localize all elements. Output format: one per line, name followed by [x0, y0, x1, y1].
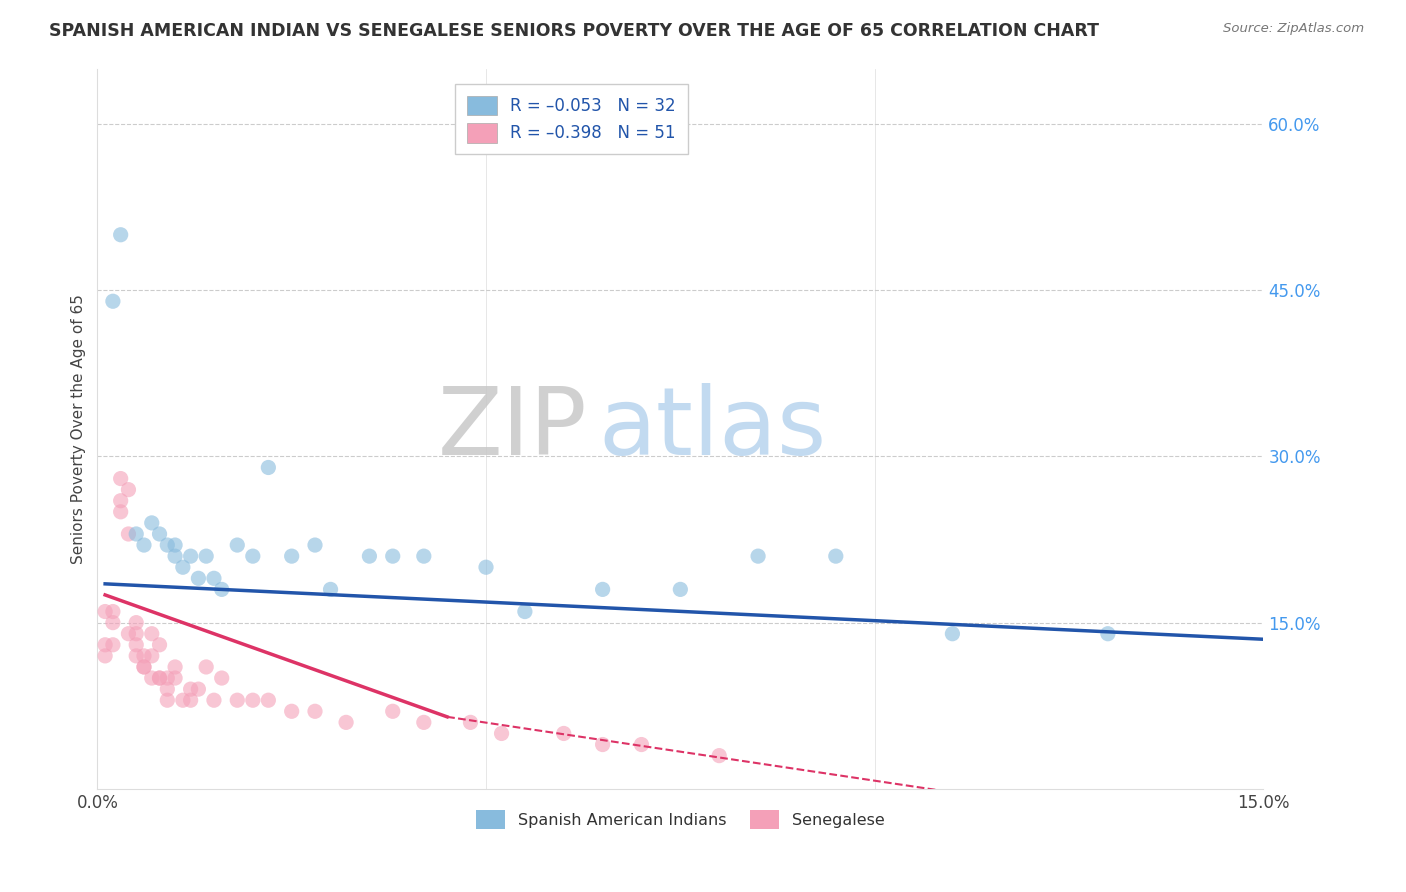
Point — [304, 538, 326, 552]
Point — [592, 738, 614, 752]
Point — [141, 648, 163, 663]
Point — [110, 227, 132, 242]
Point — [110, 472, 132, 486]
Point — [202, 571, 225, 585]
Text: SPANISH AMERICAN INDIAN VS SENEGALESE SENIORS POVERTY OVER THE AGE OF 65 CORRELA: SPANISH AMERICAN INDIAN VS SENEGALESE SE… — [49, 22, 1099, 40]
Point — [513, 605, 536, 619]
Point — [156, 538, 179, 552]
Point — [141, 671, 163, 685]
Point — [824, 549, 846, 563]
Point — [280, 549, 302, 563]
Point — [125, 527, 148, 541]
Point — [412, 715, 434, 730]
Point — [132, 648, 155, 663]
Point — [202, 693, 225, 707]
Point — [117, 483, 139, 497]
Point — [180, 549, 202, 563]
Point — [165, 538, 187, 552]
Point — [257, 693, 280, 707]
Point — [110, 493, 132, 508]
Point — [211, 671, 233, 685]
Point — [475, 560, 498, 574]
Point — [187, 571, 209, 585]
Point — [125, 615, 148, 630]
Point — [165, 660, 187, 674]
Point — [280, 704, 302, 718]
Point — [242, 693, 264, 707]
Point — [101, 638, 124, 652]
Point — [187, 682, 209, 697]
Point — [132, 538, 155, 552]
Point — [172, 693, 194, 707]
Point — [94, 648, 117, 663]
Point — [553, 726, 575, 740]
Point — [359, 549, 381, 563]
Point — [148, 671, 170, 685]
Point — [117, 626, 139, 640]
Point — [592, 582, 614, 597]
Point — [226, 538, 249, 552]
Text: atlas: atlas — [599, 383, 827, 475]
Text: Source: ZipAtlas.com: Source: ZipAtlas.com — [1223, 22, 1364, 36]
Point — [1097, 626, 1119, 640]
Point — [195, 549, 218, 563]
Point — [148, 527, 170, 541]
Point — [172, 560, 194, 574]
Point — [148, 638, 170, 652]
Point — [165, 671, 187, 685]
Point — [319, 582, 342, 597]
Point — [226, 693, 249, 707]
Point — [125, 648, 148, 663]
Point — [335, 715, 357, 730]
Point — [211, 582, 233, 597]
Point — [257, 460, 280, 475]
Point — [747, 549, 769, 563]
Point — [141, 626, 163, 640]
Text: ZIP: ZIP — [437, 383, 588, 475]
Legend: Spanish American Indians, Senegalese: Spanish American Indians, Senegalese — [470, 804, 891, 835]
Point — [117, 527, 139, 541]
Point — [132, 660, 155, 674]
Point — [125, 638, 148, 652]
Point — [381, 549, 404, 563]
Point — [242, 549, 264, 563]
Point — [304, 704, 326, 718]
Point — [381, 704, 404, 718]
Point — [110, 505, 132, 519]
Point — [195, 660, 218, 674]
Point — [94, 605, 117, 619]
Y-axis label: Seniors Poverty Over the Age of 65: Seniors Poverty Over the Age of 65 — [72, 293, 86, 564]
Point — [709, 748, 731, 763]
Point — [101, 294, 124, 309]
Point — [412, 549, 434, 563]
Point — [156, 693, 179, 707]
Point — [148, 671, 170, 685]
Point — [156, 671, 179, 685]
Point — [460, 715, 482, 730]
Point — [941, 626, 963, 640]
Point — [180, 693, 202, 707]
Point — [156, 682, 179, 697]
Point — [94, 638, 117, 652]
Point — [125, 626, 148, 640]
Point — [101, 615, 124, 630]
Point — [669, 582, 692, 597]
Point — [132, 660, 155, 674]
Point — [491, 726, 513, 740]
Point — [101, 605, 124, 619]
Point — [630, 738, 652, 752]
Point — [165, 549, 187, 563]
Point — [180, 682, 202, 697]
Point — [141, 516, 163, 530]
